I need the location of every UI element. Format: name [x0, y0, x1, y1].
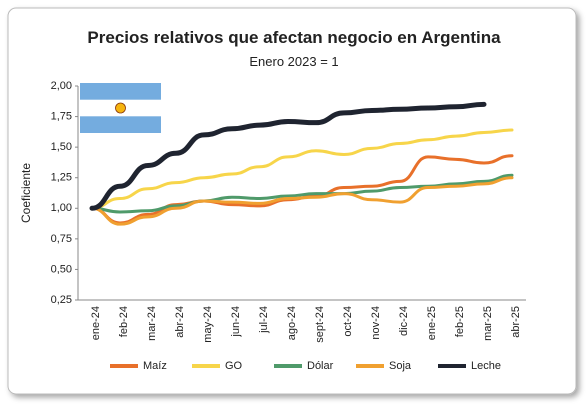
x-tick-label: ago-24 — [286, 306, 298, 340]
series-line — [89, 101, 487, 211]
x-tick-label: mar-24 — [146, 306, 158, 341]
y-tick-label: 0,25 — [51, 294, 72, 306]
x-tick-label: ene-24 — [90, 306, 102, 340]
chart-subtitle: Enero 2023 = 1 — [249, 54, 338, 69]
x-tick-label: mar-25 — [482, 306, 494, 341]
legend-label: Soja — [389, 360, 412, 372]
x-tick-label: jul-24 — [258, 306, 270, 334]
series-line — [90, 128, 514, 210]
chart-title: Precios relativos que afectan negocio en… — [87, 28, 501, 47]
x-tick-label: oct-24 — [342, 306, 354, 337]
series-line — [90, 176, 514, 226]
y-tick-label: 0,50 — [51, 263, 72, 275]
legend-label: Maíz — [143, 360, 167, 372]
x-tick-label: feb-24 — [118, 306, 130, 337]
x-tick-label: nov-24 — [370, 306, 382, 340]
x-tick-label: sept-24 — [314, 306, 326, 343]
y-tick-label: 1,75 — [51, 110, 72, 122]
y-tick-label: 0,75 — [51, 233, 72, 245]
y-tick-label: 1,00 — [51, 202, 72, 214]
x-tick-label: jun-24 — [230, 306, 242, 338]
x-tick-label: abr-25 — [510, 306, 522, 338]
flag — [80, 83, 161, 133]
series-line — [90, 173, 514, 214]
y-tick-label: 1,50 — [51, 141, 72, 153]
legend-label: Leche — [471, 360, 501, 372]
x-tick-label: dic-24 — [398, 306, 410, 336]
legend-label: Dólar — [307, 360, 334, 372]
y-axis-label: Coeficiente — [19, 163, 33, 223]
legend-label: GO — [225, 360, 243, 372]
x-tick-label: abr-24 — [174, 306, 186, 338]
x-tick-label: may-24 — [202, 306, 214, 343]
x-tick-label: ene-25 — [426, 306, 438, 340]
y-tick-label: 1,25 — [51, 172, 72, 184]
x-tick-label: feb-25 — [454, 306, 466, 337]
y-tick-label: 2,00 — [51, 80, 72, 92]
